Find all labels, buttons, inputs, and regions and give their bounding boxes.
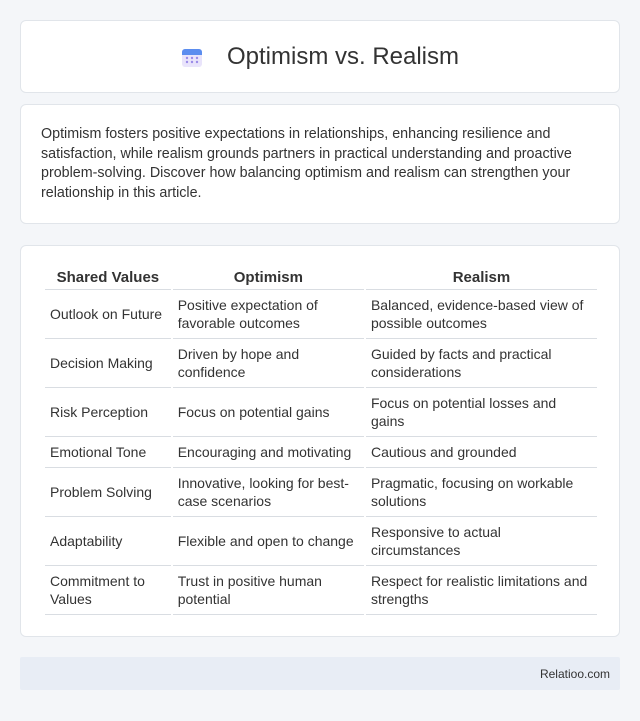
optimism-cell: Innovative, looking for best-case scenar… [172,468,364,517]
optimism-cell: Driven by hope and confidence [172,339,364,388]
comparison-table-card: Shared Values Optimism Realism Outlook o… [20,245,620,637]
realism-cell: Cautious and grounded [365,437,597,468]
row-label: Problem Solving [45,468,171,517]
optimism-cell: Encouraging and motivating [172,437,364,468]
realism-cell: Respect for realistic limitations and st… [365,566,597,615]
row-label: Risk Perception [45,388,171,437]
table-header-row: Shared Values Optimism Realism [45,266,597,290]
realism-cell: Balanced, evidence-based view of possibl… [365,290,597,339]
page-title: Optimism vs. Realism [226,42,460,70]
optimism-cell: Positive expectation of favorable outcom… [172,290,364,339]
table-row: Commitment to Values Trust in positive h… [45,566,597,615]
title-card: Optimism vs. Realism [20,20,620,93]
row-label: Outlook on Future [45,290,171,339]
intro-paragraph: Optimism fosters positive expectations i… [41,126,572,201]
realism-cell: Responsive to actual circumstances [365,517,597,566]
intro-card: Optimism fosters positive expectations i… [20,104,620,224]
table-row: Adaptability Flexible and open to change… [45,517,597,566]
header-realism: Realism [365,266,597,290]
realism-cell: Focus on potential losses and gains [365,388,597,437]
comparison-table: Shared Values Optimism Realism Outlook o… [43,266,599,615]
table-row: Problem Solving Innovative, looking for … [45,468,597,517]
footer-brand: Relatioo.com [539,666,610,681]
header-optimism: Optimism [172,266,364,290]
header-shared-values: Shared Values [45,266,171,290]
table-row: Outlook on Future Positive expectation o… [45,290,597,339]
row-label: Adaptability [45,517,171,566]
calendar-icon [181,46,203,68]
footer: Relatioo.com [20,657,620,690]
realism-cell: Guided by facts and practical considerat… [365,339,597,388]
row-label: Commitment to Values [45,566,171,615]
realism-cell: Pragmatic, focusing on workable solution… [365,468,597,517]
optimism-cell: Flexible and open to change [172,517,364,566]
optimism-cell: Trust in positive human potential [172,566,364,615]
row-label: Decision Making [45,339,171,388]
row-label: Emotional Tone [45,437,171,468]
table-row: Emotional Tone Encouraging and motivatin… [45,437,597,468]
optimism-cell: Focus on potential gains [172,388,364,437]
table-row: Decision Making Driven by hope and confi… [45,339,597,388]
table-row: Risk Perception Focus on potential gains… [45,388,597,437]
